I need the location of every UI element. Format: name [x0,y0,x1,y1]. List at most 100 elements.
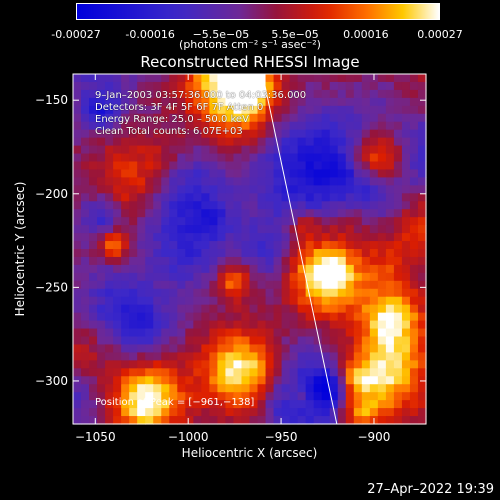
heatmap-pixel [225,288,235,298]
heatmap-pixel [385,241,395,250]
heatmap-pixel [89,392,98,401]
heatmap-pixel [233,328,243,338]
heatmap-pixel [209,416,219,425]
heatmap-pixel [89,384,98,393]
heatmap-pixel [321,400,331,409]
heatmap-pixel [241,153,251,163]
heatmap-pixel [369,376,379,385]
heatmap-pixel [257,201,267,210]
heatmap-pixel [201,360,210,369]
heatmap-pixel [81,288,90,298]
heatmap-pixel [153,280,162,290]
heatmap-pixel [81,264,90,274]
heatmap-pixel [97,97,106,107]
heatmap-pixel [337,161,347,171]
heatmap-pixel [81,161,90,171]
heatmap-pixel [353,288,363,298]
heatmap-pixel [401,368,411,377]
heatmap-pixel [81,336,90,346]
heatmap-pixel [377,288,387,298]
heatmap-pixel [361,74,371,83]
heatmap-pixel [137,249,146,258]
heatmap-pixel [417,256,427,266]
heatmap-pixel [225,328,235,338]
heatmap-pixel [153,264,162,274]
heatmap-pixel [401,161,411,171]
heatmap-pixel [105,113,114,123]
heatmap-pixel [121,280,130,290]
heatmap-pixel [137,169,146,179]
heatmap-pixel [313,161,323,171]
heatmap-pixel [105,400,114,409]
heatmap-pixel [129,272,138,282]
heatmap-pixel [257,360,267,369]
heatmap-pixel [217,129,227,139]
heatmap-pixel [409,288,419,298]
heatmap-pixel [329,241,339,250]
heatmap-pixel [105,129,114,139]
heatmap-pixel [161,225,170,234]
heatmap-pixel [393,408,403,417]
annotation-energy-range: Energy Range: 25.0 – 50.0 keV [95,114,249,125]
heatmap-pixel [297,272,307,282]
heatmap-pixel [105,185,114,194]
heatmap-pixel [337,209,347,218]
heatmap-pixel [417,400,427,409]
heatmap-pixel [145,97,154,107]
heatmap-pixel [81,121,90,131]
heatmap-pixel [145,296,154,306]
heatmap-pixel [321,177,331,186]
heatmap-pixel [265,129,275,139]
heatmap-pixel [145,336,154,346]
heatmap-pixel [177,408,186,417]
heatmap-pixel [169,161,178,171]
heatmap-pixel [305,129,315,139]
heatmap-pixel [225,209,235,218]
heatmap-pixel [393,360,403,369]
heatmap-pixel [329,113,339,123]
heatmap-pixel [345,89,355,99]
heatmap-pixel [217,249,227,258]
heatmap-pixel [289,233,299,242]
heatmap-pixel [377,81,387,91]
heatmap-pixel [97,360,106,369]
heatmap-pixel [401,217,411,226]
heatmap-pixel [113,177,122,186]
heatmap-pixel [97,392,106,401]
heatmap-pixel [225,272,235,282]
heatmap-pixel [177,368,186,377]
heatmap-pixel [385,217,395,226]
heatmap-pixel [369,296,379,306]
heatmap-pixel [401,81,411,91]
heatmap-pixel [193,233,202,242]
heatmap-pixel [249,360,259,369]
heatmap-pixel [305,97,315,107]
heatmap-pixel [225,169,235,179]
heatmap-pixel [297,161,307,171]
heatmap-pixel [217,368,227,377]
heatmap-pixel [81,416,90,425]
heatmap-pixel [81,408,90,417]
heatmap-pixel [169,74,178,83]
heatmap-pixel [305,272,315,282]
heatmap-pixel [177,328,186,338]
heatmap-pixel [361,161,371,171]
heatmap-pixel [369,161,379,171]
heatmap-pixel [265,89,275,99]
heatmap-pixel [169,344,178,354]
heatmap-pixel [185,185,194,194]
heatmap-pixel [417,137,427,147]
heatmap-pixel [97,137,106,147]
heatmap-pixel [201,193,210,202]
heatmap-pixel [225,121,235,131]
heatmap-pixel [217,161,227,171]
heatmap-pixel [73,121,82,131]
heatmap-pixel [297,105,307,115]
heatmap-pixel [241,113,251,123]
heatmap-pixel [89,304,98,314]
heatmap-pixel [409,304,419,314]
heatmap-pixel [145,320,154,330]
heatmap-pixel [257,288,267,298]
heatmap-pixel [161,408,170,417]
heatmap-pixel [297,288,307,298]
